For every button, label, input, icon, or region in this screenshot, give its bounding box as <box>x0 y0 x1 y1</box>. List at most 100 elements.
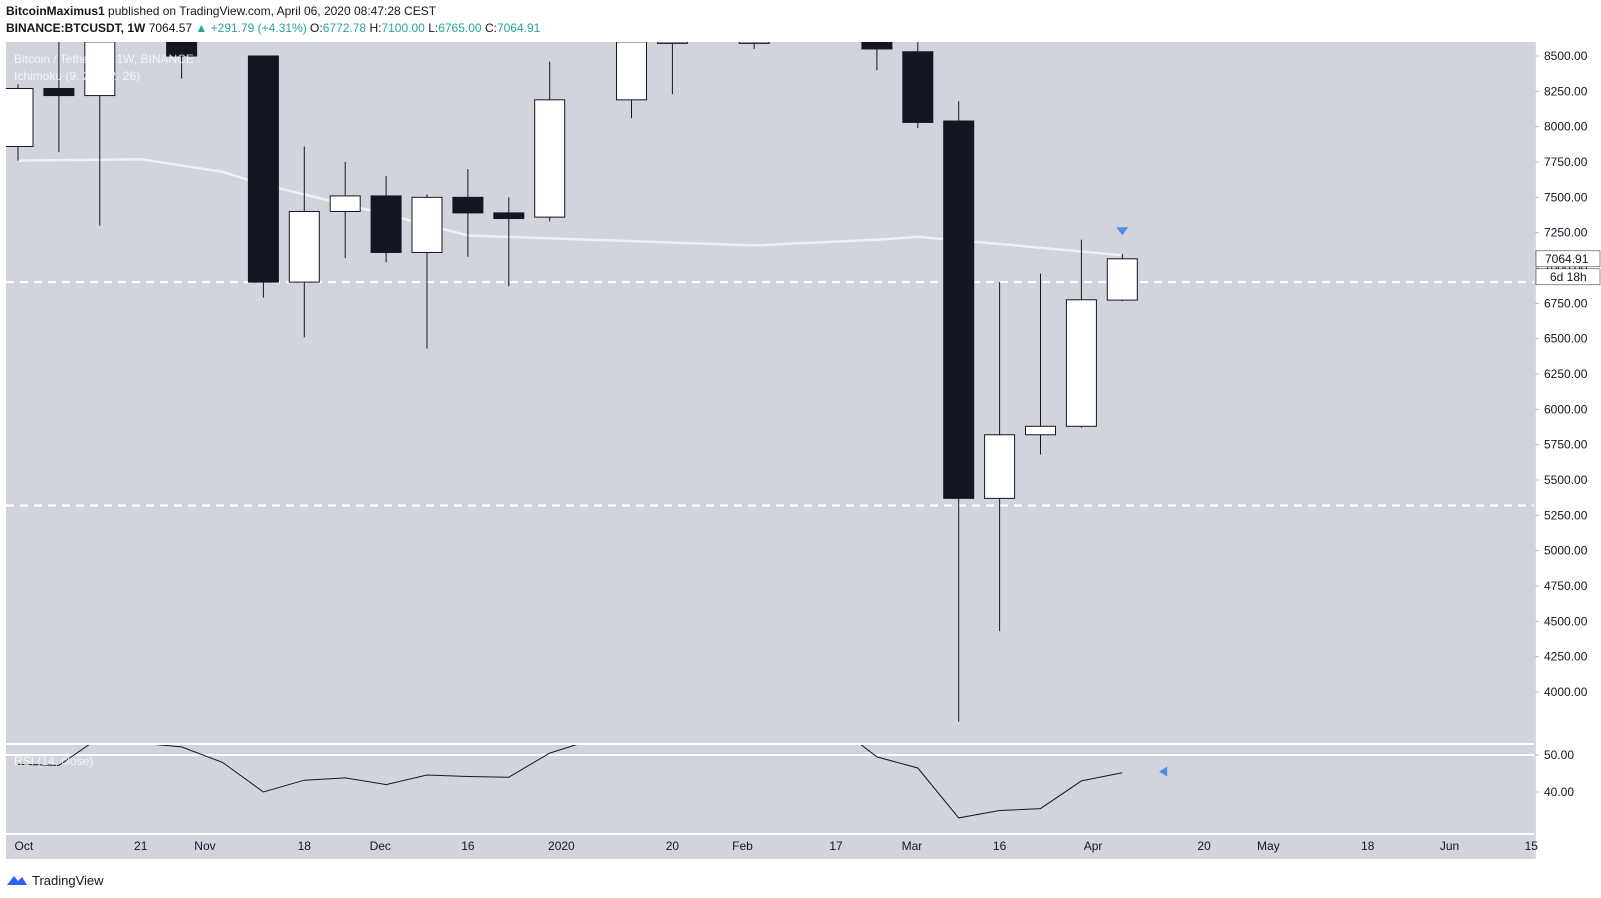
tradingview-logo-icon <box>7 876 27 885</box>
candle-body[interactable] <box>1106 258 1138 301</box>
price-tick-label: 7750.00 <box>1544 155 1588 169</box>
rsi-pane-background[interactable] <box>6 745 1534 833</box>
candle-body[interactable] <box>738 42 770 44</box>
time-tick-label: May <box>1257 839 1280 853</box>
time-tick-label: Oct <box>15 839 34 853</box>
ichimoku-line <box>17 157 1123 257</box>
high-label: H: <box>369 21 382 35</box>
triangle-down-marker-icon <box>1116 227 1129 236</box>
rsi-tick-label: 40.00 <box>1544 785 1574 799</box>
price-tick-label: 5500.00 <box>1544 473 1588 487</box>
high-value: 7100.00 <box>381 21 425 35</box>
price-axis-background[interactable] <box>1536 42 1601 859</box>
publish-info: published on TradingView.com, April 06, … <box>108 4 437 18</box>
footer-brand: TradingView <box>32 872 104 888</box>
price-tick-label: 4500.00 <box>1544 614 1588 628</box>
price-tick-label: 7250.00 <box>1544 226 1588 240</box>
ichimoku-line-group <box>17 157 1123 257</box>
time-tick-label: 17 <box>829 839 843 853</box>
candle-body[interactable] <box>984 434 1016 499</box>
time-tick-label: 20 <box>666 839 680 853</box>
price-tick-label: 8250.00 <box>1544 84 1588 98</box>
price-tick-label: 5750.00 <box>1544 438 1588 452</box>
chart-header: BitcoinMaximus1 published on TradingView… <box>6 3 1596 41</box>
open-label: O: <box>310 21 323 35</box>
ichimoku-label: Ichimoku (9, 26, 52, 26) <box>14 69 141 83</box>
time-axis-background[interactable] <box>6 835 1534 859</box>
candle-body[interactable] <box>288 210 320 283</box>
last-price-badge <box>1535 250 1601 268</box>
candle-body[interactable] <box>943 120 975 499</box>
candle-body[interactable] <box>43 88 75 97</box>
time-tick-label: Nov <box>194 839 215 853</box>
time-tick-label: 16 <box>993 839 1007 853</box>
rsi-group: 50.00 40.00 <box>6 745 1574 819</box>
candle-body[interactable] <box>493 212 525 220</box>
time-tick-label: 15 <box>1525 839 1539 853</box>
candle-body[interactable] <box>411 196 443 253</box>
candle-body[interactable] <box>166 42 198 57</box>
last-price: 7064.57 <box>148 21 193 35</box>
time-tick-label: Dec <box>370 839 391 853</box>
time-tick-label: Feb <box>732 839 753 853</box>
time-tick-label: 16 <box>461 839 475 853</box>
pair-title: Bitcoin / TetherUS, 1W, BINANCE <box>14 52 194 66</box>
ohlc-line: BINANCE:BTCUSDT, 1W 7064.57 ▲ +291.79 (+… <box>6 20 1596 37</box>
low-label: L: <box>428 21 439 35</box>
price-tick-label: 8500.00 <box>1544 49 1588 63</box>
close-value: 7064.91 <box>496 21 541 35</box>
price-tick-label: 7500.00 <box>1544 190 1588 204</box>
low-value: 6765.00 <box>438 21 482 35</box>
candle-body[interactable] <box>1025 425 1056 436</box>
time-axis-ticks: Oct 21 Nov 18 Dec 16 2020 20 Feb 17 Mar 16 Apr 20 May 1… <box>15 839 1539 853</box>
price-tick-label: 6500.00 <box>1544 332 1588 346</box>
markers-group <box>1116 227 1168 777</box>
countdown-badge-label: 6d 18h <box>1550 270 1587 284</box>
publish-line: BitcoinMaximus1 published on TradingView… <box>6 3 1596 20</box>
candle-body[interactable] <box>3 88 34 147</box>
time-tick-label: Mar <box>902 839 923 853</box>
candle-body[interactable] <box>656 42 688 44</box>
candle-body[interactable] <box>616 42 647 101</box>
symbol-label[interactable]: BINANCE:BTCUSDT, 1W <box>6 21 146 35</box>
time-tick-label: Jun <box>1440 839 1459 853</box>
price-change: ▲ +291.79 (+4.31%) <box>195 21 307 35</box>
time-tick-label: 18 <box>1361 839 1375 853</box>
price-pane-background[interactable] <box>6 42 1534 743</box>
candle-body[interactable] <box>370 195 402 253</box>
price-tick-label: 4000.00 <box>1544 685 1588 699</box>
tradingview-footer[interactable]: TradingView <box>6 870 104 890</box>
price-tick-label: 5250.00 <box>1544 508 1588 522</box>
last-price-badge-label: 7064.91 <box>1545 252 1589 266</box>
price-tick-label: 4250.00 <box>1544 650 1588 664</box>
time-tick-label: Apr <box>1084 839 1103 853</box>
candle-body[interactable] <box>247 55 279 283</box>
time-tick-label: 20 <box>1197 839 1211 853</box>
author-name[interactable]: BitcoinMaximus1 <box>6 4 105 18</box>
price-tick-label: 4750.00 <box>1544 579 1588 593</box>
rsi-plot <box>6 745 1534 819</box>
price-tick-label: 6750.00 <box>1544 296 1588 310</box>
rsi-label: RSI (14, close) <box>14 754 94 768</box>
candle-body[interactable] <box>534 99 566 218</box>
open-value: 6772.78 <box>322 21 367 35</box>
price-badges: 7064.91 6d 18h <box>1535 250 1601 286</box>
rsi-line <box>17 745 1123 819</box>
time-tick-label: 2020 <box>548 839 575 853</box>
candles-group <box>3 42 1138 722</box>
candle-body[interactable] <box>329 195 361 212</box>
triangle-left-marker-icon <box>1159 766 1168 777</box>
price-tick-label: 5000.00 <box>1544 544 1588 558</box>
candle-body[interactable] <box>902 51 934 123</box>
price-tick-label: 6250.00 <box>1544 367 1588 381</box>
price-tick-label: 6000.00 <box>1544 402 1588 416</box>
candle-body[interactable] <box>84 42 116 97</box>
candle-body[interactable] <box>861 42 893 50</box>
close-label: C: <box>484 21 497 35</box>
price-tick-label: 8000.00 <box>1544 120 1588 134</box>
time-tick-label: 18 <box>298 839 312 853</box>
candle-body[interactable] <box>1065 299 1097 427</box>
candle-body[interactable] <box>452 196 484 214</box>
